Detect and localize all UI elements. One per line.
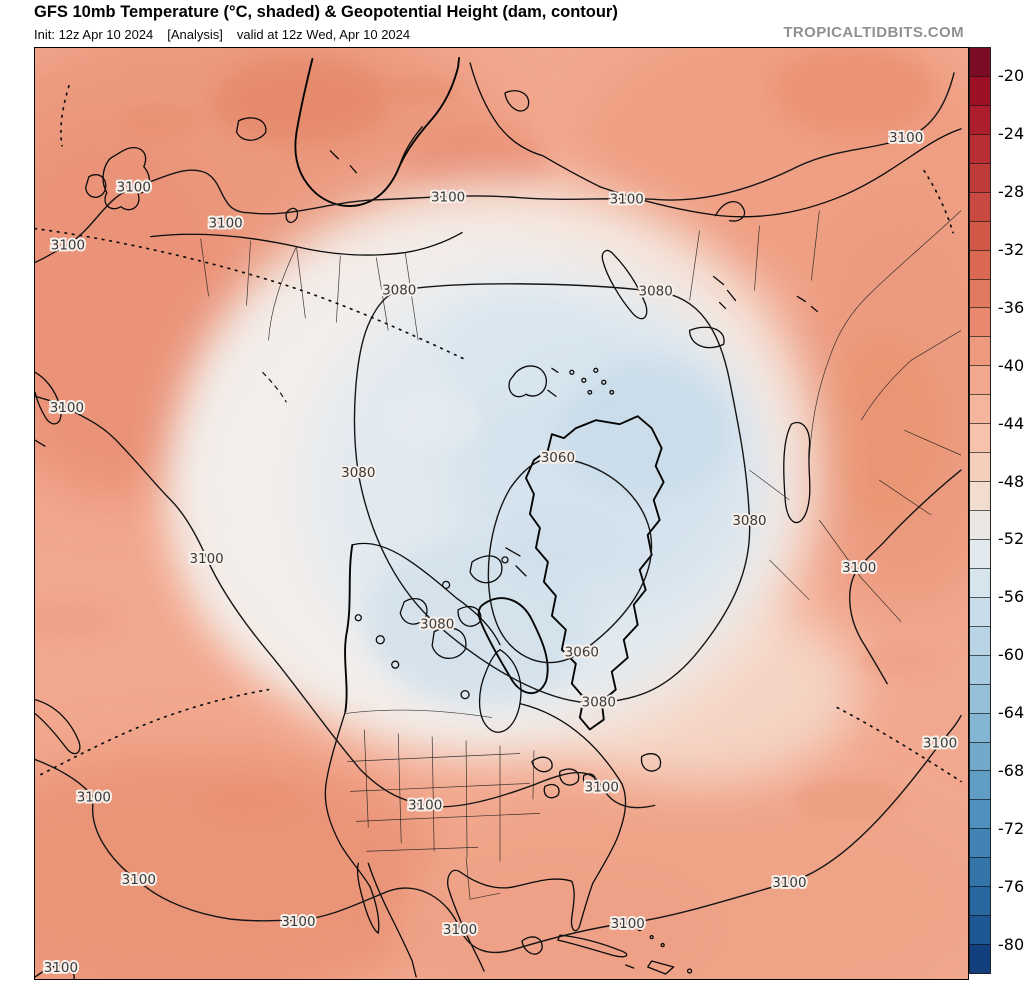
temperature-shading <box>35 48 968 979</box>
contour-label-3100: 3100 <box>923 735 957 751</box>
colorbar-segment <box>970 104 990 134</box>
colorbar-segment <box>970 365 990 395</box>
run-type: [Analysis] <box>167 27 223 42</box>
contour-label-3100: 3100 <box>281 914 315 930</box>
colorbar-segment <box>970 538 990 568</box>
contour-label-3080: 3080 <box>639 283 673 299</box>
colorbar-tick-label: -80 <box>998 935 1024 955</box>
colorbar-segment <box>970 886 990 916</box>
colorbar-tick-label: -76 <box>998 877 1024 897</box>
colorbar-segment <box>970 857 990 887</box>
colorbar-segment <box>970 75 990 105</box>
colorbar-segment <box>970 48 990 76</box>
height-contours <box>35 72 962 979</box>
contour-label-3100: 3100 <box>51 238 85 254</box>
contour-label-3100: 3100 <box>122 872 156 888</box>
colorbar-segment <box>970 336 990 366</box>
colorbar-tick-label: -56 <box>998 587 1024 607</box>
colorbar-tick-label: -68 <box>998 761 1024 781</box>
contour-label-3100: 3100 <box>610 192 644 208</box>
contour-label-3100: 3100 <box>443 922 477 938</box>
political-borders <box>200 210 962 900</box>
contour-label-3100: 3100 <box>44 960 78 976</box>
colorbar-segment <box>970 828 990 858</box>
colorbar-segment <box>970 654 990 684</box>
colorbar-segment <box>970 249 990 279</box>
colorbar-segment <box>970 944 990 973</box>
colorbar-segment <box>970 191 990 221</box>
contour-label-3080: 3080 <box>420 617 454 633</box>
colorbar-tick-label: -24 <box>998 123 1024 143</box>
contour-label-3100: 3100 <box>611 916 645 932</box>
colorbar-segment <box>970 278 990 308</box>
contour-label-3080: 3080 <box>582 695 616 711</box>
weather-map: 3100 3100 3100 3100 3100 3100 3100 3100 3100 3100… <box>34 47 969 980</box>
colorbar-segment <box>970 307 990 337</box>
colorbar-segment <box>970 423 990 453</box>
colorbar-tick-label: -64 <box>998 703 1024 723</box>
colorbar-segment <box>970 133 990 163</box>
colorbar-tick-label: -44 <box>998 413 1024 433</box>
colorbar-segment <box>970 770 990 800</box>
contour-label-3080: 3080 <box>341 465 375 481</box>
colorbar-tick-label: -40 <box>998 355 1024 375</box>
colorbar-tick-label: -36 <box>998 297 1024 317</box>
coastlines <box>35 57 962 978</box>
watermark-tropicaltidbits: TROPICALTIDBITS.COM <box>783 24 964 41</box>
colorbar-segment <box>970 220 990 250</box>
contour-label-3100: 3100 <box>77 789 111 805</box>
colorbar-segment <box>970 799 990 829</box>
colorbar-segment <box>970 596 990 626</box>
contour-label-3060: 3060 <box>541 450 575 466</box>
colorbar-tick-label: -48 <box>998 471 1024 491</box>
colorbar-segment <box>970 683 990 713</box>
colorbar-tick-label: -28 <box>998 181 1024 201</box>
init-time: Init: 12z Apr 10 2024 <box>34 27 154 42</box>
contour-label-3080: 3080 <box>732 513 766 529</box>
map-canvas: 3100 3100 3100 3100 3100 3100 3100 3100 3100 3100… <box>35 48 968 979</box>
colorbar-tick-label: -32 <box>998 239 1024 259</box>
colorbar-segment <box>970 712 990 742</box>
contour-label-3100: 3100 <box>842 560 876 576</box>
colorbar-tick-label: -20 <box>998 65 1024 85</box>
colorbar-segment <box>970 567 990 597</box>
temperature-colorbar <box>969 47 991 974</box>
colorbar-segment <box>970 915 990 945</box>
contour-label-3100: 3100 <box>585 779 619 795</box>
contour-label-3100: 3100 <box>431 190 465 206</box>
contour-label-3100: 3100 <box>772 875 806 891</box>
contour-label-3100: 3100 <box>189 551 223 567</box>
contour-label-3100: 3100 <box>117 180 151 196</box>
colorbar-tick-label: -72 <box>998 819 1024 839</box>
colorbar-tick-label: -60 <box>998 645 1024 665</box>
valid-time: valid at 12z Wed, Apr 10 2024 <box>236 27 411 42</box>
contour-labels: 3100 3100 3100 3100 3100 3100 3100 3100 3100 3100… <box>42 128 959 978</box>
contour-label-3060: 3060 <box>565 645 599 661</box>
colorbar-segment <box>970 162 990 192</box>
contour-label-3100: 3100 <box>50 400 84 416</box>
contour-label-3100: 3100 <box>408 797 442 813</box>
colorbar-segment <box>970 452 990 482</box>
colorbar-segment <box>970 394 990 424</box>
colorbar-segment <box>970 510 990 539</box>
contour-label-3100: 3100 <box>208 216 242 232</box>
colorbar-segment <box>970 625 990 655</box>
colorbar-tick-label: -52 <box>998 529 1024 549</box>
colorbar-segment <box>970 741 990 771</box>
contour-label-3080: 3080 <box>382 282 416 298</box>
colorbar-segment <box>970 481 990 510</box>
chart-subtitle: Init: 12z Apr 10 2024 [Analysis] valid at … <box>34 27 424 42</box>
chart-title: GFS 10mb Temperature (°C, shaded) & Geop… <box>34 3 618 21</box>
contour-label-3100: 3100 <box>889 130 923 146</box>
